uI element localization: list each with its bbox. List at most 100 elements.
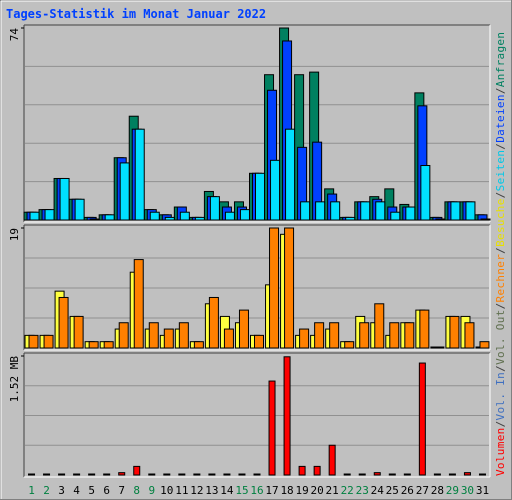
legend-entry: Seiten — [494, 150, 507, 191]
bar — [149, 211, 160, 221]
bar — [88, 473, 96, 476]
bar — [434, 346, 445, 349]
bar — [404, 322, 415, 349]
x-tick-label: 7 — [118, 484, 125, 497]
x-tick-label: 15 — [235, 484, 248, 497]
bar — [330, 201, 341, 221]
legend-separator: / — [494, 247, 507, 254]
x-tick-label: 27 — [416, 484, 429, 497]
bar — [254, 334, 264, 349]
x-tick-label: 9 — [148, 484, 155, 497]
bar — [163, 473, 171, 476]
x-tick-label: 16 — [250, 484, 263, 497]
bar — [388, 473, 396, 476]
bar — [223, 328, 234, 349]
bar — [298, 465, 306, 476]
bar — [104, 214, 115, 221]
bar — [328, 444, 336, 476]
bar — [450, 201, 461, 221]
y-tick-label: 19 — [8, 228, 21, 241]
bar — [148, 322, 159, 349]
bar — [133, 259, 144, 349]
bar — [343, 473, 351, 476]
bar — [433, 473, 441, 476]
legend-separator: / — [494, 88, 507, 95]
bar — [44, 209, 55, 221]
bar — [419, 309, 430, 349]
bar — [299, 328, 310, 349]
bar — [464, 322, 475, 349]
x-tick-label: 5 — [88, 484, 95, 497]
bar — [179, 211, 190, 221]
bar — [435, 218, 446, 221]
bar — [300, 201, 311, 221]
legend: Volumen/Vol. In/Vol. Out/Rechner/Besuche… — [494, 32, 507, 476]
x-tick-label: 11 — [175, 484, 188, 497]
bar — [345, 216, 356, 221]
legend-entry: Vol. In — [494, 372, 507, 420]
bar — [193, 341, 204, 349]
bar — [284, 227, 295, 349]
bar — [209, 196, 220, 221]
x-tick-label: 29 — [446, 484, 459, 497]
bar — [178, 322, 189, 349]
bar — [238, 473, 246, 476]
x-tick-label: 21 — [326, 484, 339, 497]
bar — [164, 216, 175, 221]
x-tick-label: 22 — [341, 484, 354, 497]
bar — [29, 211, 40, 221]
y-tick-label: 1.52 MB — [8, 356, 21, 403]
x-tick-label: 10 — [160, 484, 173, 497]
bar — [119, 162, 130, 221]
bar — [223, 473, 231, 476]
bar — [344, 341, 355, 349]
bar — [255, 172, 265, 221]
bar — [420, 165, 431, 221]
x-tick-label: 6 — [103, 484, 110, 497]
bar — [313, 465, 321, 476]
bar — [375, 201, 386, 221]
bar — [148, 473, 156, 476]
legend-entry: Rechner — [494, 254, 507, 303]
bar — [73, 473, 81, 476]
bar — [134, 128, 145, 221]
bar — [178, 473, 186, 476]
bar — [374, 303, 385, 349]
bar — [59, 177, 70, 221]
x-tick-label: 3 — [58, 484, 65, 497]
x-tick-label: 19 — [295, 484, 308, 497]
bar — [28, 473, 36, 476]
chart-title: Tages-Statistik im Monat Januar 2022 — [6, 7, 266, 21]
bar — [193, 473, 201, 476]
bar — [359, 322, 370, 349]
bar — [239, 209, 250, 221]
bar — [133, 465, 141, 476]
x-tick-label: 1 — [28, 484, 35, 497]
bar — [43, 473, 51, 476]
legend-entry: Volumen — [494, 428, 507, 476]
bar — [224, 211, 235, 221]
legend-separator: / — [494, 303, 507, 310]
legend-entry: Dateien — [494, 94, 507, 142]
bar — [480, 218, 491, 221]
legend-entry: Anfragen — [494, 32, 507, 87]
x-tick-label: 8 — [133, 484, 140, 497]
bar — [269, 227, 280, 349]
bar — [329, 322, 340, 349]
bar — [448, 473, 456, 476]
legend-separator: / — [494, 192, 507, 199]
bar — [270, 159, 281, 221]
x-tick-label: 13 — [205, 484, 218, 497]
bar — [28, 334, 39, 349]
bar — [405, 206, 416, 221]
bar — [479, 341, 490, 349]
bar — [73, 315, 84, 349]
bar — [88, 341, 99, 349]
bar — [449, 315, 460, 349]
x-tick-label: 30 — [461, 484, 474, 497]
x-tick-label: 4 — [73, 484, 80, 497]
bar — [463, 472, 471, 476]
bar — [208, 473, 216, 476]
x-tick-label: 18 — [280, 484, 293, 497]
bar — [360, 201, 371, 221]
